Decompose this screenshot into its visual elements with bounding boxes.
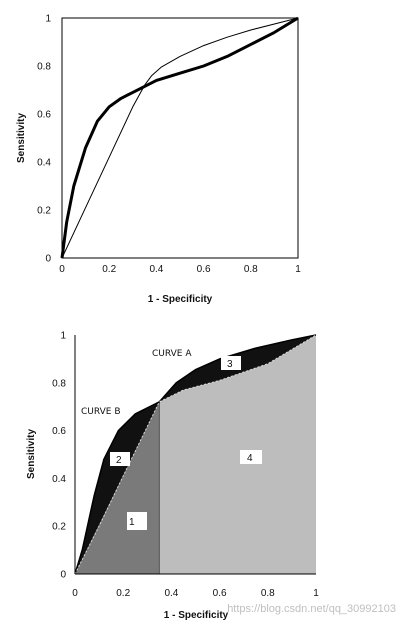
chart2-curves	[74, 334, 317, 575]
chart1-y-tick-label: 0.2	[37, 206, 51, 217]
chart2-x-tick-label: 0.4	[164, 588, 178, 599]
chart1-y-axis-title: Sensitivity	[16, 113, 27, 163]
chart1-x-tick-label: 0.8	[244, 264, 258, 275]
region-3-label: 3	[227, 359, 233, 370]
chart2-y-tick-label: 0.6	[52, 426, 66, 437]
curve-b-line	[74, 334, 317, 575]
curve-a-label: CURVE A	[152, 349, 192, 359]
chart2-x-tick-label: 0.8	[261, 588, 275, 599]
chart1-y-tick-label: 0.8	[37, 62, 51, 73]
chart1-x-axis-title: 1 - Specificity	[148, 294, 213, 305]
chart2-y-axis-title: Sensitivity	[26, 429, 37, 479]
chart2-y-ticks: 0 0.2 0.4 0.6 0.8 1	[52, 331, 66, 581]
chart1-y-ticks: 0 0.2 0.4 0.6 0.8 1	[37, 14, 51, 265]
chart1-plot-frame	[61, 17, 299, 259]
chart1-x-tick-label: 0.6	[197, 264, 211, 275]
chart2-y-tick-label: 0.8	[52, 378, 66, 389]
chart2-y-tick-label: 1	[60, 331, 66, 342]
chart2-x-axis-title: 1 - Specificity	[164, 610, 229, 621]
chart2-x-tick-label: 0	[72, 588, 78, 599]
region-1-label-box	[127, 512, 147, 530]
region-label-1: 1	[127, 512, 147, 530]
region-4-label-box	[240, 450, 262, 464]
chart1-x-tick-label: 0	[59, 264, 65, 275]
chart1-y-tick-label: 1	[45, 14, 51, 25]
chart1-y-tick-label: 0.6	[37, 110, 51, 121]
chart2-y-tick-label: 0.2	[52, 522, 66, 533]
chart1-series-thick-line	[60, 16, 299, 259]
chart2-x-ticks: 0 0.2 0.4 0.6 0.8 1	[72, 588, 319, 599]
region-4-label: 4	[247, 453, 253, 464]
chart1-x-tick-label: 1	[295, 264, 301, 275]
curve-a-line	[74, 334, 317, 575]
chart1-x-tick-label: 0.4	[149, 264, 163, 275]
chart2-x-tick-label: 0.2	[116, 588, 130, 599]
chart1-y-tick-label: 0.4	[37, 158, 51, 169]
chart1-y-tick-label: 0	[45, 254, 51, 265]
region-2-label-box	[110, 452, 130, 466]
region-label-2: 2	[110, 452, 130, 466]
region-label-4: 4	[240, 450, 262, 464]
region-label-3: 3	[221, 356, 241, 370]
chart1-x-tick-label: 0.2	[102, 264, 116, 275]
chart2-regions	[75, 335, 316, 574]
roc-chart-top: 0 0.2 0.4 0.6 0.8 1 0 0.2 0.4 0.6 0.8 1 1 - Specif…	[16, 14, 301, 306]
chart2-x-tick-label: 0.6	[213, 588, 227, 599]
chart1-curves	[60, 16, 299, 259]
region-4-area	[159, 335, 316, 574]
chart1-series-thin-line	[61, 17, 299, 259]
region-1-label: 1	[129, 517, 135, 528]
chart1-x-ticks: 0 0.2 0.4 0.6 0.8 1	[59, 264, 301, 275]
region-1-area	[75, 401, 160, 574]
region-3-label-box	[221, 356, 241, 370]
curve-b-label: CURVE B	[81, 407, 121, 417]
chart2-y-tick-label: 0	[60, 570, 66, 581]
region-2-label: 2	[116, 455, 122, 466]
region-2-area	[75, 401, 160, 574]
roc-chart-bottom: 0 0.2 0.4 0.6 0.8 1 0 0.2 0.4 0.6 0.8 1 CURVE A CU…	[26, 331, 396, 622]
chart2-y-tick-label: 0.4	[52, 474, 66, 485]
chart2-x-tick-label: 1	[313, 588, 319, 599]
watermark-text: https://blog.csdn.net/qq_30992103	[227, 603, 396, 615]
